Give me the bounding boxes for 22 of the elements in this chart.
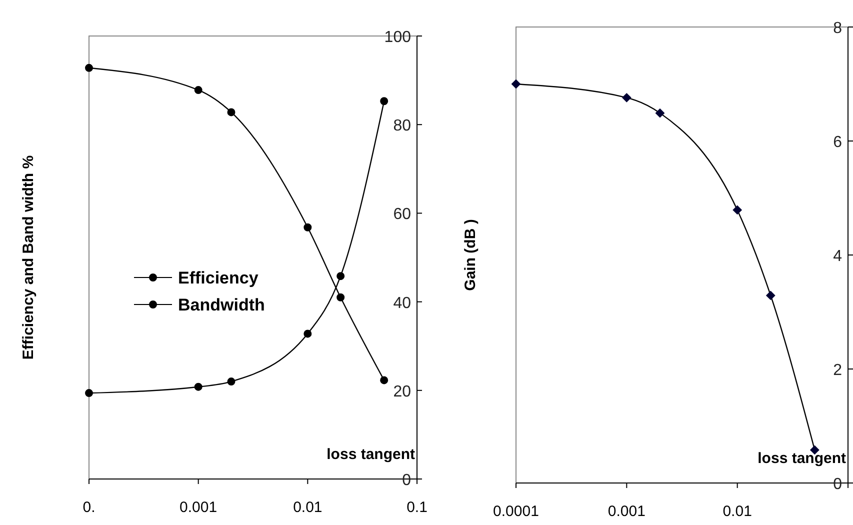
y-tick-label: 2 [833, 362, 842, 379]
x-tick-label: 0.001 [608, 503, 646, 520]
x-tick-label: 0.01 [293, 499, 322, 516]
x-tick-label: 0. [82, 499, 96, 516]
y-tick-label: 8 [833, 20, 842, 37]
y-tick-label: 60 [393, 206, 412, 224]
y-tick-label: 6 [833, 134, 842, 151]
x-axis-title: loss tangent [758, 450, 846, 467]
x-tick-label: 0.0001 [493, 503, 539, 520]
x-tick-label: 0.1 [406, 499, 428, 516]
y-axis-title: Efficiency and Band width % [20, 155, 37, 360]
x-axis-title: loss tangent [326, 446, 415, 463]
y-tick-label: 80 [393, 118, 412, 135]
x-tick-label: 0.01 [722, 503, 752, 520]
legend-label: Bandwidth [178, 296, 265, 314]
y-tick-label: 20 [393, 383, 412, 400]
legend-label: Efficiency [178, 268, 259, 288]
y-tick-label: 40 [393, 294, 412, 312]
x-tick-label: 0.001 [180, 499, 218, 516]
y-tick-label: 100 [384, 29, 412, 46]
y-axis-title: Gain (dB ) [462, 219, 479, 291]
y-tick-label: 4 [833, 248, 842, 265]
